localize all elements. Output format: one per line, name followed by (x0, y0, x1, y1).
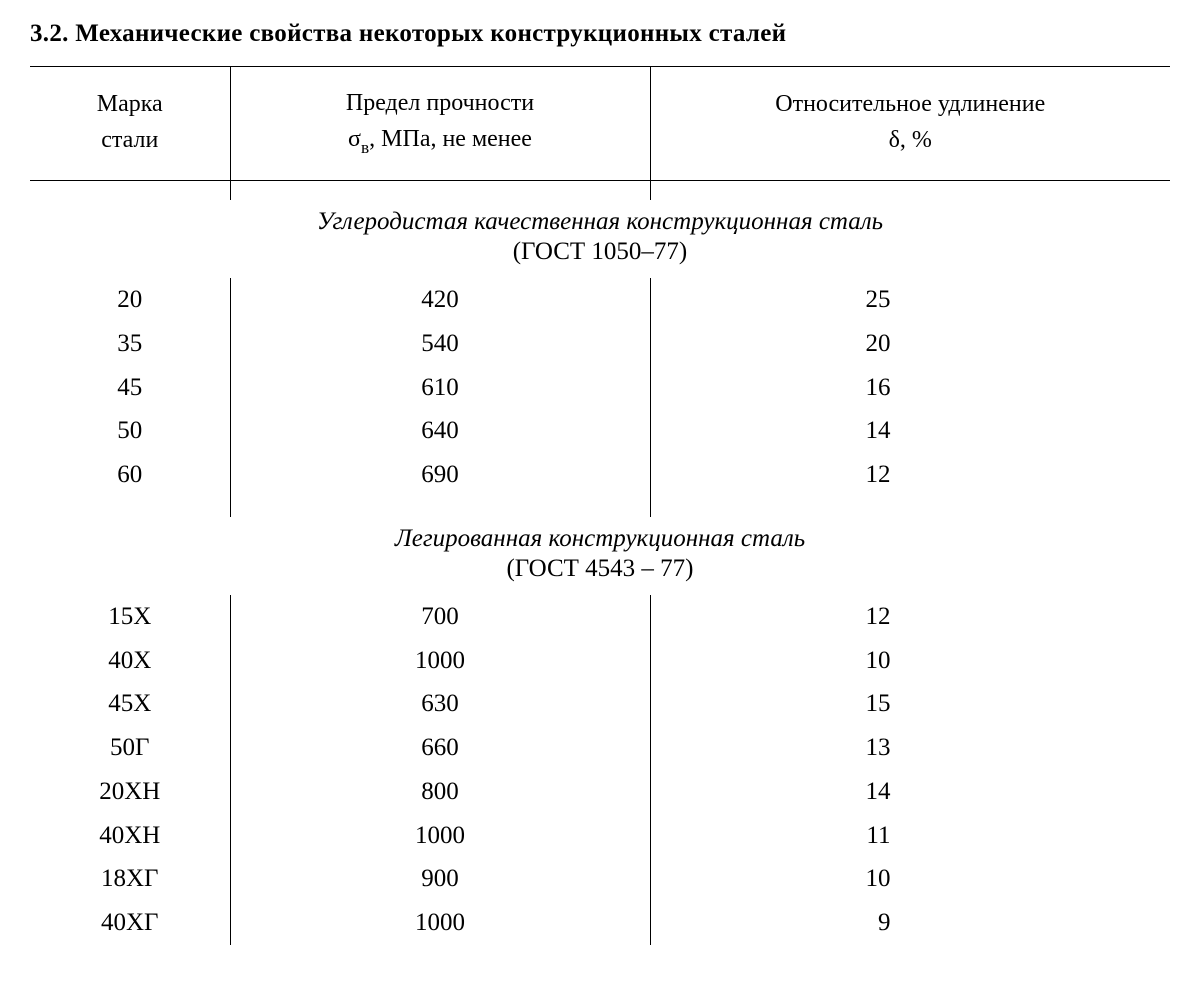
cell-delta-value: 13 (851, 731, 891, 765)
cell-sigma: 1000 (230, 814, 650, 858)
cell-grade: 45 (30, 366, 230, 410)
cell-delta: 10 (650, 639, 1170, 683)
table-row: 20ХН800 14 (30, 770, 1170, 814)
table-row: 50640 14 (30, 409, 1170, 453)
table-title: 3.2. Механические свойства некоторых кон… (30, 20, 1170, 48)
col1-line1: Марка (97, 91, 163, 117)
col-header-delta: Относительное удлинение δ, % (650, 67, 1170, 181)
cell-grade: 40ХГ (30, 901, 230, 945)
table-row: 60690 12 (30, 453, 1170, 497)
spacer-row (30, 497, 1170, 517)
spacer-row (30, 180, 1170, 200)
cell-sigma: 1000 (230, 639, 650, 683)
section-subheading: (ГОСТ 1050–77) (30, 238, 1170, 278)
col2-sub: в (361, 138, 369, 157)
cell-delta-value: 9 (851, 906, 891, 940)
col-header-grade: Марка стали (30, 67, 230, 181)
cell-delta: 13 (650, 726, 1170, 770)
cell-sigma: 610 (230, 366, 650, 410)
table-row: 20420 25 (30, 278, 1170, 322)
cell-grade: 20 (30, 278, 230, 322)
section-subheading-row: (ГОСТ 4543 – 77) (30, 555, 1170, 595)
cell-grade: 50Г (30, 726, 230, 770)
cell-delta-value: 14 (851, 775, 891, 809)
section-heading-row: Углеродистая качественная конструкционна… (30, 200, 1170, 238)
cell-delta: 14 (650, 409, 1170, 453)
cell-delta: 11 (650, 814, 1170, 858)
spacer-cell (230, 497, 650, 517)
cell-grade: 20ХН (30, 770, 230, 814)
table-row: 40Х1000 10 (30, 639, 1170, 683)
cell-sigma: 1000 (230, 901, 650, 945)
table-header-row: Марка стали Предел прочности σв, МПа, не… (30, 67, 1170, 181)
cell-delta-value: 25 (851, 283, 891, 317)
section-heading: Легированная конструкционная сталь (30, 517, 1170, 555)
spacer-cell (30, 497, 230, 517)
cell-grade: 35 (30, 322, 230, 366)
spacer-cell (30, 180, 230, 200)
cell-sigma: 800 (230, 770, 650, 814)
cell-delta: 10 (650, 857, 1170, 901)
table-row: 50Г660 13 (30, 726, 1170, 770)
cell-sigma: 700 (230, 595, 650, 639)
col2-sigma: σ (348, 126, 361, 152)
cell-grade: 40Х (30, 639, 230, 683)
cell-grade: 40ХН (30, 814, 230, 858)
cell-delta: 25 (650, 278, 1170, 322)
table-row: 40ХН1000 11 (30, 814, 1170, 858)
cell-sigma: 690 (230, 453, 650, 497)
cell-delta: 16 (650, 366, 1170, 410)
cell-delta: 9 (650, 901, 1170, 945)
table-row: 15Х700 12 (30, 595, 1170, 639)
section-subheading: (ГОСТ 4543 – 77) (30, 555, 1170, 595)
cell-grade: 15Х (30, 595, 230, 639)
section-subheading-row: (ГОСТ 1050–77) (30, 238, 1170, 278)
cell-delta-value: 10 (851, 644, 891, 678)
cell-grade: 50 (30, 409, 230, 453)
cell-delta-value: 12 (851, 458, 891, 492)
table-row: 18ХГ900 10 (30, 857, 1170, 901)
cell-delta-value: 20 (851, 327, 891, 361)
cell-delta-value: 16 (851, 371, 891, 405)
table-row: 40ХГ1000 9 (30, 901, 1170, 945)
col3-line2: δ, % (889, 127, 932, 153)
section-heading: Углеродистая качественная конструкционна… (30, 200, 1170, 238)
table-row: 45610 16 (30, 366, 1170, 410)
cell-delta-value: 14 (851, 414, 891, 448)
col2-line1: Предел прочности (346, 90, 534, 116)
cell-sigma: 900 (230, 857, 650, 901)
cell-delta: 12 (650, 595, 1170, 639)
spacer-cell (650, 497, 1170, 517)
spacer-cell (650, 180, 1170, 200)
cell-grade: 60 (30, 453, 230, 497)
cell-sigma: 640 (230, 409, 650, 453)
cell-sigma: 420 (230, 278, 650, 322)
col3-line1: Относительное удлинение (775, 91, 1045, 117)
cell-delta: 12 (650, 453, 1170, 497)
col1-line2: стали (101, 127, 158, 153)
cell-delta: 14 (650, 770, 1170, 814)
cell-delta-value: 11 (851, 819, 891, 853)
steel-properties-table: Марка стали Предел прочности σв, МПа, не… (30, 66, 1170, 945)
cell-sigma: 630 (230, 682, 650, 726)
col2-post: , МПа, не менее (369, 126, 532, 152)
cell-sigma: 540 (230, 322, 650, 366)
cell-delta-value: 15 (851, 687, 891, 721)
cell-delta: 15 (650, 682, 1170, 726)
spacer-cell (230, 180, 650, 200)
cell-delta-value: 10 (851, 862, 891, 896)
cell-sigma: 660 (230, 726, 650, 770)
table-row: 45Х630 15 (30, 682, 1170, 726)
section-heading-row: Легированная конструкционная сталь (30, 517, 1170, 555)
cell-grade: 18ХГ (30, 857, 230, 901)
table-row: 35540 20 (30, 322, 1170, 366)
cell-delta: 20 (650, 322, 1170, 366)
cell-delta-value: 12 (851, 600, 891, 634)
cell-grade: 45Х (30, 682, 230, 726)
col-header-sigma: Предел прочности σв, МПа, не менее (230, 67, 650, 181)
